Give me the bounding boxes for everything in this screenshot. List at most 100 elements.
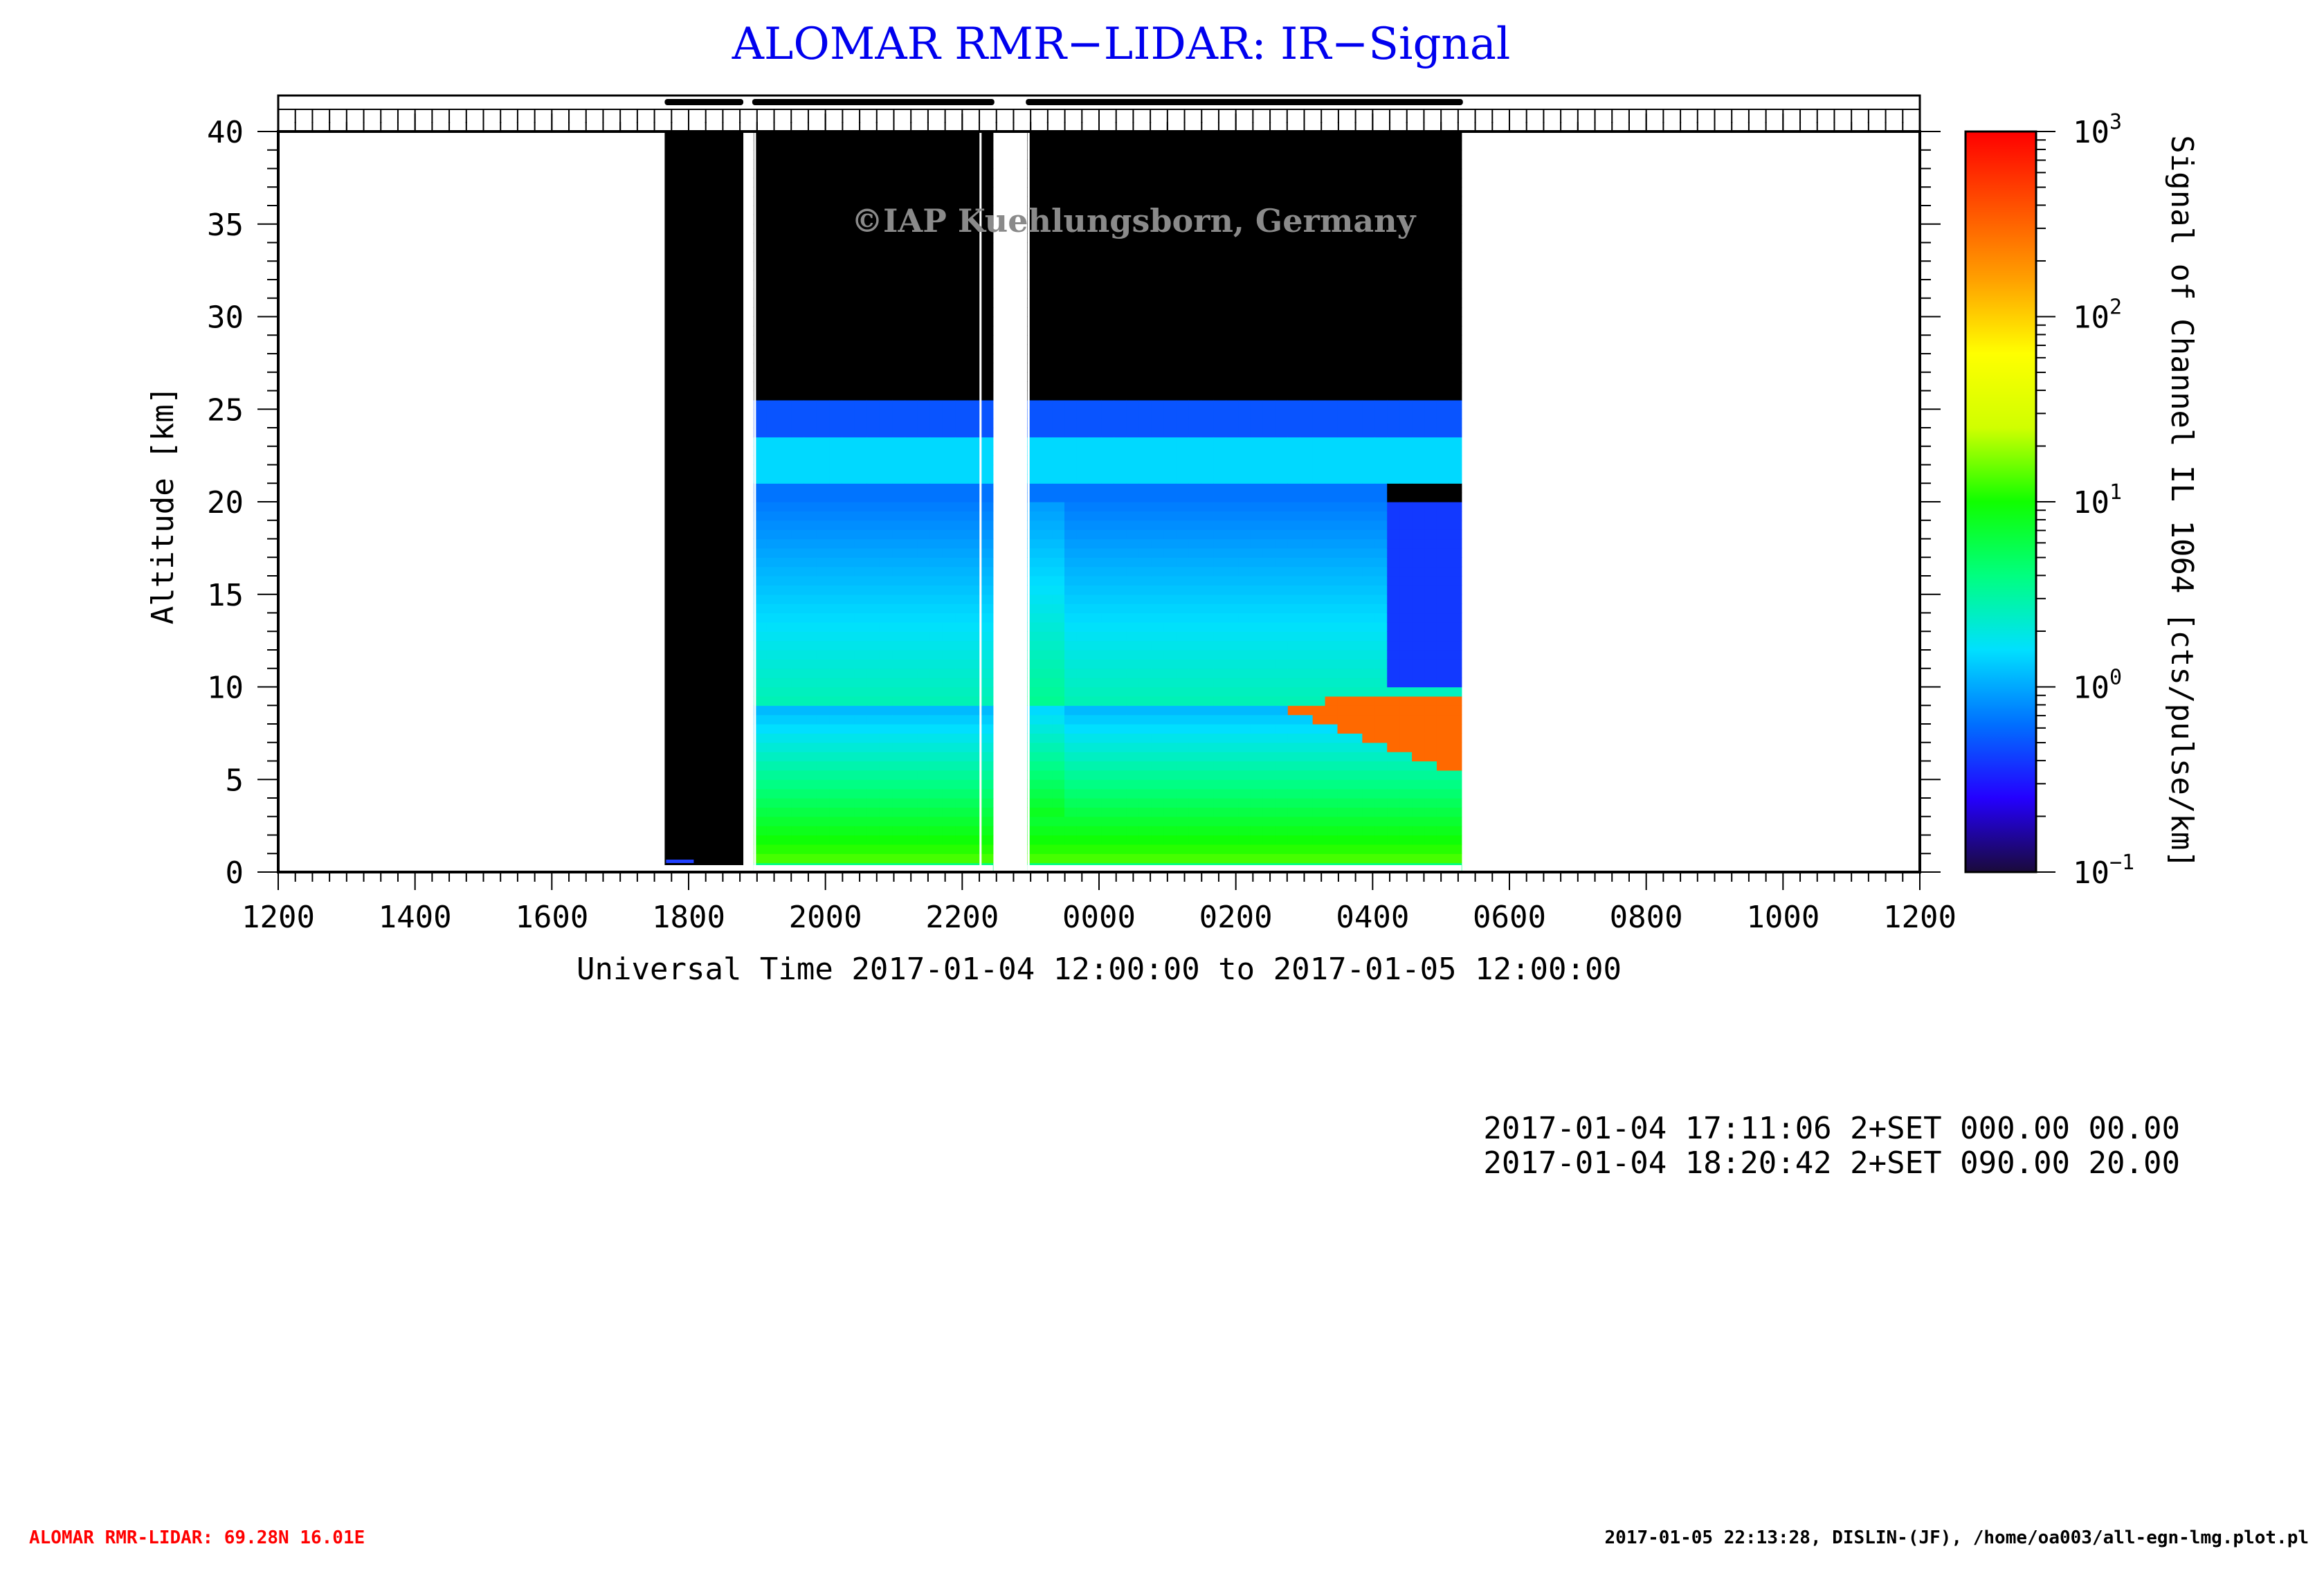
- heatmap-cell: [1151, 446, 1165, 456]
- heatmap-cell: [779, 594, 792, 604]
- footer-right: 2017-01-05 22:13:28, DISLIN-(JF), /home/…: [1605, 1527, 2309, 1548]
- heatmap-cell: [1337, 270, 1351, 280]
- heatmap-cell: [955, 761, 968, 771]
- heatmap-cell: [753, 557, 767, 568]
- heatmap-cell: [1350, 798, 1363, 808]
- heatmap-cell: [917, 742, 931, 752]
- heatmap-cell: [980, 131, 994, 141]
- heatmap-cell: [1151, 325, 1165, 336]
- heatmap-cell: [791, 149, 805, 160]
- heatmap-cell: [1101, 149, 1115, 160]
- heatmap-cell: [1436, 604, 1450, 614]
- heatmap-cell: [1076, 409, 1090, 419]
- heatmap-cell: [1250, 752, 1264, 762]
- heatmap-cell: [1312, 650, 1326, 660]
- heatmap-cell: [1151, 724, 1165, 734]
- heatmap-cell: [980, 196, 994, 206]
- heatmap-cell: [905, 140, 918, 151]
- heatmap-cell: [1151, 270, 1165, 280]
- heatmap-cell: [766, 215, 779, 225]
- heatmap-cell: [1027, 316, 1040, 327]
- heatmap-cell: [892, 547, 905, 558]
- heatmap-cell: [1226, 807, 1239, 817]
- heatmap-cell: [854, 576, 868, 586]
- heatmap-cell: [779, 687, 792, 697]
- heatmap-cell: [1101, 483, 1115, 493]
- heatmap-cell: [1188, 502, 1201, 511]
- heatmap-cell: [1337, 381, 1351, 392]
- heatmap-cell: [1151, 196, 1165, 206]
- heatmap-cell: [804, 807, 817, 817]
- heatmap-cell: [1275, 187, 1289, 197]
- heatmap-cell: [1312, 418, 1326, 428]
- heatmap-cell: [1188, 224, 1201, 234]
- heatmap-cell: [1064, 557, 1078, 568]
- heatmap-cell: [1076, 585, 1090, 595]
- heatmap-cell: [1040, 604, 1053, 614]
- heatmap-cell: [1076, 270, 1090, 280]
- heatmap-cell: [1052, 446, 1065, 456]
- heatmap-cell: [1238, 844, 1251, 854]
- heatmap-cell: [1436, 761, 1450, 771]
- heatmap-cell: [1287, 298, 1301, 308]
- heatmap-cell: [1399, 529, 1413, 540]
- heatmap-cell: [1337, 538, 1351, 549]
- heatmap-cell: [1399, 455, 1413, 466]
- heatmap-cell: [1126, 140, 1140, 151]
- heatmap-cell: [1101, 678, 1115, 688]
- heatmap-cell: [879, 576, 893, 586]
- heatmap-cell: [1089, 492, 1102, 502]
- heatmap-cell: [1188, 464, 1201, 475]
- heatmap-cell: [753, 585, 767, 595]
- heatmap-cell: [1412, 168, 1425, 179]
- heatmap-cell: [866, 594, 880, 604]
- heatmap-cell: [1250, 140, 1264, 151]
- heatmap-cell: [1312, 724, 1326, 734]
- heatmap-cell: [1350, 696, 1363, 706]
- heatmap-cell: [1027, 678, 1040, 688]
- heatmap-cell: [816, 779, 830, 790]
- heatmap-cell: [1436, 733, 1450, 743]
- heatmap-cell: [892, 325, 905, 336]
- heatmap-cell: [1040, 289, 1053, 299]
- heatmap-cell: [905, 640, 918, 651]
- heatmap-cell: [1176, 733, 1189, 743]
- heatmap-cell: [1350, 835, 1363, 845]
- heatmap-cell: [1040, 437, 1053, 447]
- heatmap-cell: [905, 742, 918, 752]
- heatmap-cell: [1027, 196, 1040, 206]
- heatmap-cell: [753, 140, 767, 151]
- heatmap-cell: [1399, 761, 1413, 771]
- heatmap-cell: [929, 585, 943, 595]
- heatmap-cell: [968, 298, 981, 308]
- heatmap-cell: [1163, 390, 1177, 401]
- heatmap-cell: [1126, 131, 1140, 141]
- heatmap-cell: [1040, 566, 1053, 577]
- heatmap-cell: [1387, 640, 1400, 651]
- heatmap-cell: [1138, 640, 1152, 651]
- heatmap-cell: [1213, 576, 1226, 586]
- heatmap-cell: [879, 372, 893, 382]
- heatmap-cell: [1089, 390, 1102, 401]
- heatmap-cell: [1350, 807, 1363, 817]
- heatmap-cell: [879, 242, 893, 253]
- heatmap-cell: [1064, 770, 1078, 780]
- heatmap-cell: [1027, 585, 1040, 595]
- heatmap-cell: [1362, 316, 1375, 327]
- heatmap-cell: [1424, 316, 1437, 327]
- heatmap-cell: [1176, 705, 1189, 716]
- heatmap-cell: [1163, 372, 1177, 382]
- heatmap-cell: [1387, 270, 1400, 280]
- heatmap-cell: [816, 381, 830, 392]
- heatmap-cell: [1027, 344, 1040, 354]
- heatmap-cell: [1226, 761, 1239, 771]
- heatmap-cell: [1163, 594, 1177, 604]
- heatmap-cell: [816, 566, 830, 577]
- heatmap-cell: [1424, 788, 1437, 799]
- heatmap-cell: [917, 270, 931, 280]
- heatmap-cell: [1213, 149, 1226, 160]
- heatmap-cell: [1436, 678, 1450, 688]
- heatmap-cell: [1027, 483, 1040, 493]
- heatmap-cell: [1387, 705, 1400, 716]
- heatmap-cell: [1250, 557, 1264, 568]
